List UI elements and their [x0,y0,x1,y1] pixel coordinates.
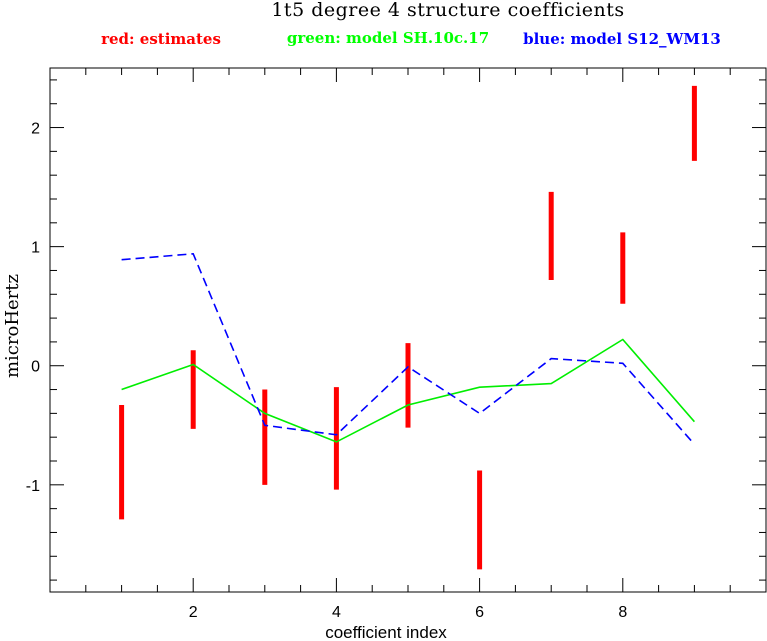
x-axis-label: coefficient index [325,623,447,641]
legend-green-model: green: model SH.10c.17 [287,29,489,47]
x-tick-label: 2 [189,604,198,621]
x-tick-label: 8 [618,604,627,621]
y-tick-label: 1 [31,240,40,257]
x-tick-label: 4 [332,604,341,621]
y-tick-label: 2 [31,121,40,138]
series-line-blue [121,252,695,445]
tick-labels: 2 4 6 8 -1 0 1 2 [26,121,628,621]
x-tick-label: 6 [475,604,484,621]
data-marks [119,85,697,570]
axis-ticks [50,68,766,592]
y-axis-label: microHertz [2,274,23,378]
y-tick-label: -1 [26,478,40,495]
legend-blue-model: blue: model S12_WM13 [523,30,721,48]
y-tick-label: 0 [31,359,40,376]
series-line-green [121,338,696,443]
legend-estimates: red: estimates [101,30,221,48]
chart-title: 1t5 degree 4 structure coefficients [271,0,624,21]
plot-frame [49,67,767,593]
